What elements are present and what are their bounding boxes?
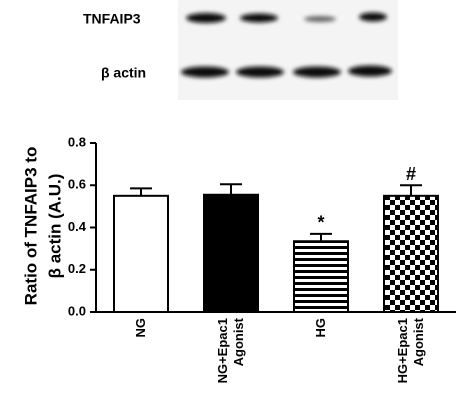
blot-label: β actin	[101, 65, 146, 81]
y-tick-label: 0.6	[68, 177, 86, 192]
y-tick-label: 0.8	[68, 134, 86, 149]
band	[359, 12, 387, 22]
bar	[383, 194, 439, 313]
band	[304, 16, 336, 22]
band	[348, 65, 392, 77]
y-tick-label: 0.0	[68, 303, 86, 318]
blot: TNFAIP3 β actin	[83, 0, 398, 100]
y-axis-label: Ratio of TNFAIP3 to	[21, 147, 40, 306]
band	[236, 66, 284, 78]
bar	[113, 194, 169, 313]
band	[181, 66, 229, 78]
band	[186, 13, 226, 23]
bar	[293, 240, 349, 313]
bar	[203, 193, 259, 314]
blot-label: TNFAIP3	[83, 11, 141, 27]
y-axis-label: β actin (A.U.)	[45, 174, 64, 279]
annotation: #	[406, 164, 416, 184]
y-tick-label: 0.2	[68, 261, 86, 276]
y-tick-label: 0.4	[68, 219, 87, 234]
band	[293, 66, 341, 78]
x-tick-label: HG+Epac1 Agonist	[395, 318, 426, 384]
x-tick-label: NG+Epac1 Agonist	[215, 318, 246, 384]
band	[240, 13, 278, 23]
x-tick-label: NG	[133, 318, 148, 338]
annotation: *	[317, 213, 324, 233]
x-tick-label: HG	[313, 318, 328, 338]
